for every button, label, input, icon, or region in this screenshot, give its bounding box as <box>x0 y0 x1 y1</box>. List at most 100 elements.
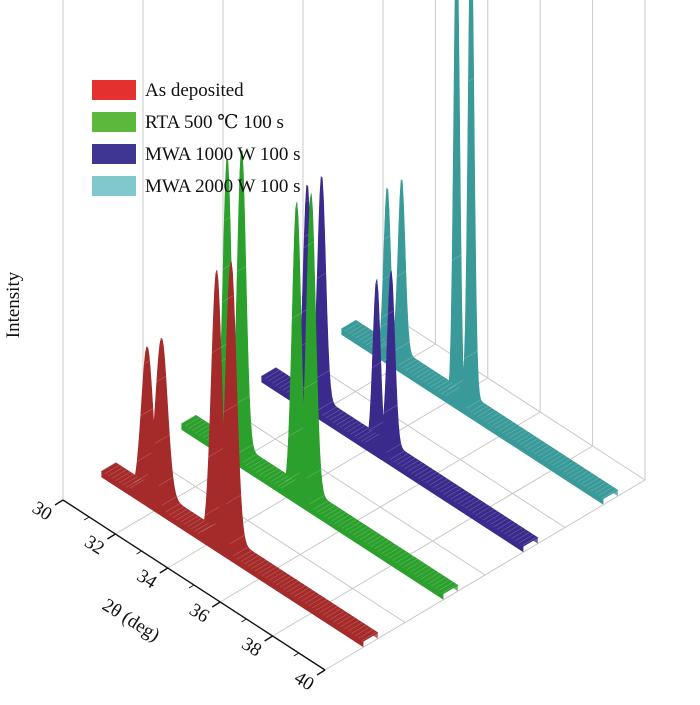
series-hatch <box>172 508 188 518</box>
series-hatch <box>342 519 357 529</box>
series-hatch <box>432 478 448 488</box>
series-hatch <box>283 580 299 590</box>
series-ribbon <box>100 261 379 648</box>
series-hatch <box>240 552 256 562</box>
series-hatch <box>269 571 284 581</box>
series-hatch <box>295 198 311 208</box>
series-hatch <box>262 566 277 576</box>
series-hatch <box>332 413 348 423</box>
series-hatch <box>594 484 610 494</box>
series-hatch <box>434 579 450 589</box>
series-hatch <box>397 455 412 465</box>
series-hatch <box>497 520 512 530</box>
series-hatch <box>424 572 439 582</box>
series-hatch <box>346 423 362 433</box>
series-hatch <box>208 448 224 458</box>
series-hatch <box>388 549 404 559</box>
series-hatch <box>358 629 374 639</box>
series-hatch <box>418 469 434 479</box>
series-hatch <box>402 558 418 568</box>
series-hatch <box>331 512 347 522</box>
series-hatch <box>363 533 379 543</box>
series-hatch <box>537 447 553 457</box>
grid <box>62 0 646 671</box>
series-hatch <box>308 596 324 606</box>
series-hatch <box>362 631 377 641</box>
x-tick-mark <box>54 499 64 506</box>
series-hatch <box>161 496 177 506</box>
series-hatch <box>251 559 267 569</box>
series-hatch <box>444 387 460 397</box>
series-hatch <box>507 527 523 537</box>
series-hatch <box>438 581 454 591</box>
series-hatch <box>430 377 446 387</box>
series-hatch <box>237 550 252 560</box>
series-hatch <box>417 567 432 578</box>
grid-line <box>142 452 406 623</box>
series-hatch <box>491 417 507 427</box>
series-hatch <box>140 406 156 417</box>
series-hatch <box>454 492 469 502</box>
series-hatch <box>355 329 371 339</box>
series-hatch <box>327 509 343 520</box>
series-hatch <box>514 532 530 542</box>
series-hatch <box>325 409 341 419</box>
series-hatch <box>530 442 546 452</box>
series-hatch <box>165 503 181 513</box>
series-hatch <box>231 266 246 276</box>
series-hatch <box>359 331 374 341</box>
series-hatch <box>374 540 389 550</box>
series-hatch <box>338 516 354 527</box>
series-hatch <box>475 506 491 516</box>
series-hatch <box>511 529 527 539</box>
series-hatch <box>241 453 257 463</box>
x-tick-mark <box>159 567 169 574</box>
series-hatch <box>367 535 382 545</box>
series-hatch <box>548 454 564 464</box>
series-hatch <box>357 430 373 440</box>
x-tick-mark <box>264 635 273 642</box>
series-hatch <box>562 463 578 473</box>
series-hatch <box>315 601 331 611</box>
series-hatch <box>147 338 163 348</box>
series-hatch <box>276 576 292 586</box>
legend-item: RTA 500 ℃ 100 s <box>92 112 284 133</box>
series-hatch <box>264 369 280 379</box>
series-hatch <box>573 470 589 480</box>
series-hatch <box>344 322 360 332</box>
series-hatch <box>381 544 397 554</box>
series-hatch <box>448 380 464 390</box>
series-hatch <box>384 547 400 557</box>
legend-item: As deposited <box>92 80 244 101</box>
series-hatch <box>468 501 484 511</box>
series-hatch <box>439 483 455 493</box>
series-hatch <box>101 462 116 472</box>
series-hatch <box>472 504 487 514</box>
series-hatch <box>347 622 363 632</box>
series-hatch <box>505 426 521 436</box>
legend-swatch <box>92 144 136 164</box>
series-hatch <box>345 521 361 531</box>
series-hatch <box>587 479 603 489</box>
series-hatch <box>229 535 245 545</box>
x-tick-label: 32 <box>81 531 108 559</box>
series-hatch <box>354 627 370 637</box>
series-hatch <box>394 341 410 351</box>
series-hatch <box>502 424 517 434</box>
series-hatch <box>431 577 447 587</box>
series-hatch <box>256 463 271 473</box>
series-hatch <box>566 465 582 476</box>
series-hatch <box>297 589 313 600</box>
series-hatch <box>108 467 124 477</box>
legend-label: MWA 2000 W 100 s <box>145 176 301 197</box>
series-hatch <box>329 610 345 620</box>
series-hatch <box>144 355 159 365</box>
series-hatch <box>512 431 528 441</box>
series-hatch <box>466 399 481 409</box>
x-tick-label: 40 <box>290 667 317 695</box>
series-hatch <box>186 518 202 528</box>
series-hatch <box>309 495 325 505</box>
series-hatch <box>523 438 539 448</box>
series-hatch <box>321 406 337 416</box>
